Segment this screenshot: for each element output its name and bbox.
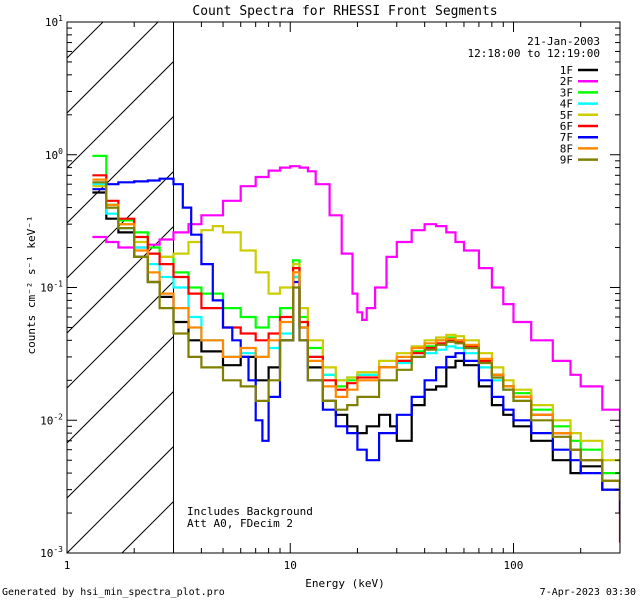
hatch-line [67, 225, 174, 334]
y-tick-label: 10-3 [40, 545, 63, 560]
legend-label-7f: 7F [560, 131, 573, 144]
y-tick-label: 100 [45, 147, 63, 162]
footer-timestamp: 7-Apr-2023 03:30 [540, 587, 636, 598]
series-line-9f [92, 181, 620, 501]
chart-title: Count Spectra for RHESSI Front Segments [192, 4, 497, 19]
hatch-line [67, 280, 174, 389]
y-axis-label: counts cm⁻² s⁻¹ keV⁻¹ [25, 215, 38, 354]
x-axis-label: Energy (keV) [305, 577, 384, 590]
y-tick-label: 10-1 [40, 280, 63, 295]
note-attenuator: Att A0, FDecim 2 [187, 517, 293, 530]
hatch-line [67, 22, 159, 114]
hatch-line [67, 60, 174, 169]
series-line-4f [92, 183, 620, 501]
x-tick-label: 10 [284, 559, 297, 572]
legend-label-2f: 2F [560, 75, 573, 88]
legend-label-8f: 8F [560, 142, 573, 155]
info-time: 12:18:00 to 12:19:00 [468, 47, 600, 60]
info-date: 21-Jan-2003 [527, 35, 600, 48]
legend-label-4f: 4F [560, 98, 573, 111]
footer-generated-by: Generated by hsi_min_spectra_plot.pro [2, 587, 225, 598]
plot-frame [66, 21, 621, 554]
hatch-line [67, 390, 174, 499]
legend-label-3f: 3F [560, 86, 573, 99]
series-line-7f [92, 177, 620, 513]
series-line-2f [92, 165, 620, 434]
legend-label-5f: 5F [560, 109, 573, 122]
series-line-3f [92, 154, 620, 490]
legend-label-9f: 9F [560, 154, 573, 167]
series-line-5f [92, 185, 620, 481]
legend-label-6f: 6F [560, 120, 573, 133]
hatch-line [67, 445, 174, 553]
series-line-6f [92, 174, 620, 543]
x-tick-label: 1 [64, 559, 71, 572]
y-tick-label: 101 [45, 14, 63, 29]
y-tick-label: 10-2 [40, 412, 63, 427]
note-background: Includes Background [187, 505, 313, 518]
legend-label-1f: 1F [560, 64, 573, 77]
x-tick-label: 100 [504, 559, 524, 572]
hatched-region [67, 22, 175, 553]
